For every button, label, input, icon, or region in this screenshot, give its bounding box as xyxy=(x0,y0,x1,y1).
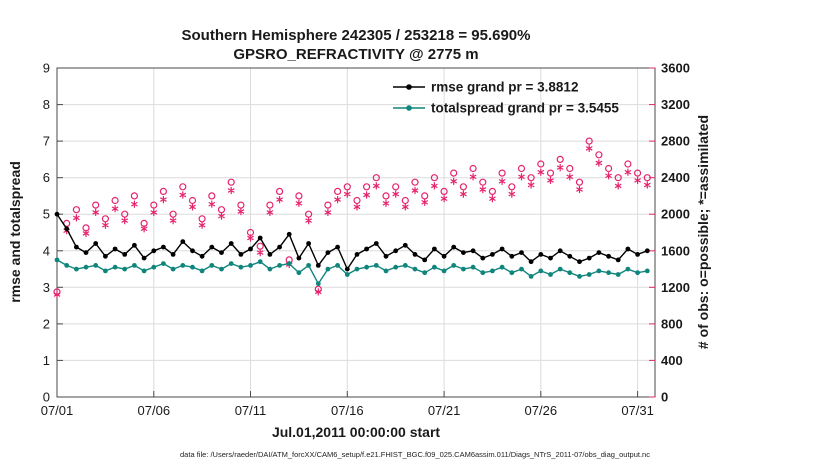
svg-text:0: 0 xyxy=(661,390,668,405)
svg-text:8: 8 xyxy=(43,97,50,112)
legend-label-1: totalspread grand pr = 3.5455 xyxy=(431,101,619,116)
totalspread-series xyxy=(54,257,650,287)
svg-text:7: 7 xyxy=(43,134,50,149)
tick-marks xyxy=(56,67,655,398)
assimilated-series xyxy=(53,144,651,299)
axes-box xyxy=(56,67,656,398)
svg-text:2000: 2000 xyxy=(661,207,690,222)
svg-text:07/16: 07/16 xyxy=(331,403,364,418)
svg-text:6: 6 xyxy=(43,170,50,185)
chart-title: Southern Hemisphere 242305 / 253218 = 95… xyxy=(182,27,531,44)
svg-text:1: 1 xyxy=(43,353,50,368)
legend-label-0: rmse grand pr = 3.8812 xyxy=(431,80,578,95)
svg-text:3: 3 xyxy=(43,280,50,295)
svg-text:2400: 2400 xyxy=(661,170,690,185)
left-y-tick-labels: 0 1 2 3 4 5 6 7 8 9 xyxy=(43,61,50,405)
right-y-tick-labels: 0 400 800 1200 1600 2000 2400 2800 3200 3600 xyxy=(661,61,690,405)
chart-subtitle: GPSRO_REFRACTIVITY @ 2775 m xyxy=(233,46,478,63)
svg-text:400: 400 xyxy=(661,353,683,368)
x-tick-labels: 07/01 07/06 07/11 07/16 07/21 07/26 07/31 xyxy=(41,403,654,418)
svg-text:1600: 1600 xyxy=(661,243,690,258)
rmse-series xyxy=(54,211,650,272)
svg-text:07/01: 07/01 xyxy=(41,403,74,418)
svg-text:07/06: 07/06 xyxy=(138,403,171,418)
x-axis-label: Jul.01,2011 00:00:00 start xyxy=(272,424,440,440)
svg-text:800: 800 xyxy=(661,316,683,331)
svg-text:07/11: 07/11 xyxy=(235,403,267,418)
svg-text:3600: 3600 xyxy=(661,61,690,76)
svg-text:2800: 2800 xyxy=(661,134,690,149)
svg-text:2: 2 xyxy=(43,316,50,331)
plot-area: 0 1 2 3 4 5 6 7 8 9 0 400 800 1200 1600 2000 2400 2800 320… xyxy=(41,61,690,419)
svg-text:0: 0 xyxy=(43,390,50,405)
legend-entry-0: rmse grand pr = 3.8812 xyxy=(393,80,578,95)
svg-text:07/26: 07/26 xyxy=(525,403,558,418)
left-y-axis-label: rmse and totalspread xyxy=(7,161,23,303)
legend-entry-1: totalspread grand pr = 3.5455 xyxy=(393,101,619,116)
right-y-axis-label: # of obs: o=possible; *=assimilated xyxy=(695,115,711,349)
svg-text:07/21: 07/21 xyxy=(428,403,461,418)
svg-text:9: 9 xyxy=(43,61,50,76)
svg-text:3200: 3200 xyxy=(661,97,690,112)
svg-text:4: 4 xyxy=(43,243,50,258)
svg-text:07/31: 07/31 xyxy=(621,403,654,418)
possible-series xyxy=(53,137,651,296)
svg-text:5: 5 xyxy=(43,207,50,222)
svg-text:1200: 1200 xyxy=(661,280,690,295)
grid-lines xyxy=(56,67,655,398)
data-file-caption: data file: /Users/raeder/DAI/ATM_forcXX/… xyxy=(180,450,650,459)
